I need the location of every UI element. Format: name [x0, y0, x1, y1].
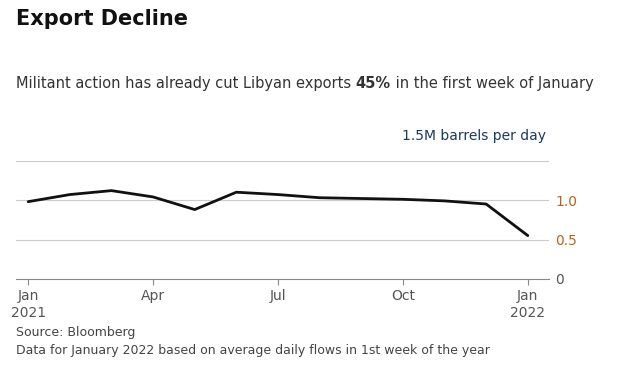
Text: 45%: 45% — [356, 76, 391, 91]
Text: 1.5M barrels per day: 1.5M barrels per day — [402, 129, 546, 143]
Text: Export Decline: Export Decline — [16, 9, 187, 29]
Text: Militant action has already cut Libyan exports: Militant action has already cut Libyan e… — [16, 76, 356, 91]
Text: Source: Bloomberg
Data for January 2022 based on average daily flows in 1st week: Source: Bloomberg Data for January 2022 … — [16, 326, 490, 357]
Text: in the first week of January: in the first week of January — [391, 76, 593, 91]
